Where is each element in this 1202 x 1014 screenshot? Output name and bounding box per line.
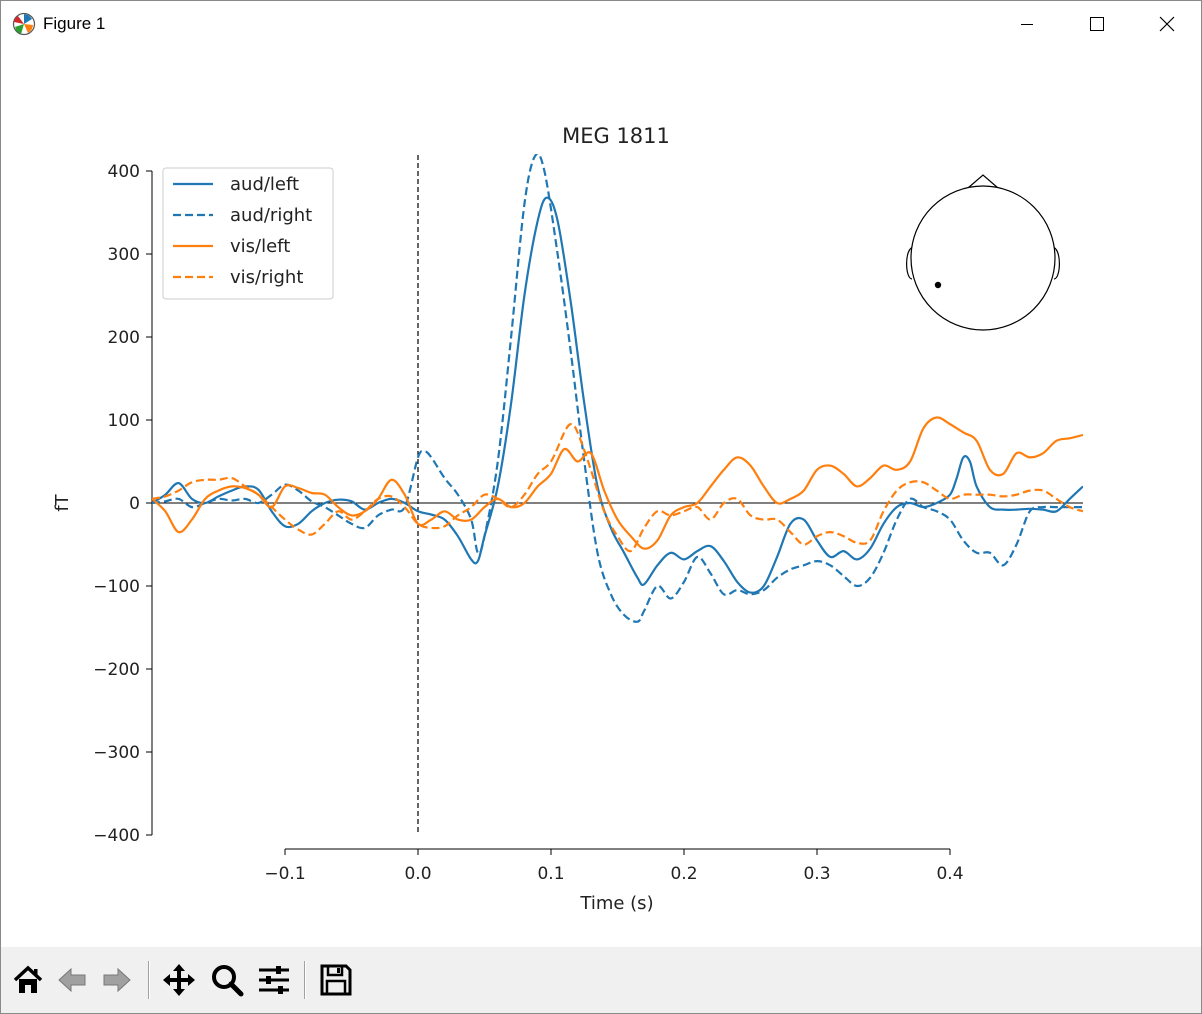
save-icon: [320, 964, 352, 996]
back-icon: [58, 967, 86, 993]
y-tick-label: 0: [129, 494, 140, 514]
x-tick-label: 0.2: [670, 864, 697, 884]
y-tick-label: −200: [93, 660, 140, 680]
toolbar-separator: [148, 961, 150, 999]
navigation-toolbar: [1, 947, 1201, 1013]
x-tick-label: 0.0: [404, 864, 431, 884]
maximize-icon: [1090, 17, 1104, 31]
y-tick-label: −300: [93, 743, 140, 763]
series-line-aud-left: [152, 196, 1083, 594]
y-tick-label: −100: [93, 577, 140, 597]
toolbar-separator: [304, 961, 306, 999]
close-button[interactable]: [1132, 1, 1202, 47]
chart-title: MEG 1811: [562, 124, 670, 148]
series-line-vis-right: [152, 423, 1083, 553]
evoked-response-chart[interactable]: MEG 1811 400 300 200 100 0 −100 −200 −300 −400 −0…: [1, 47, 1201, 947]
zoom-icon: [212, 965, 244, 997]
y-tick-label: 400: [108, 162, 140, 182]
series-line-aud-right: [152, 154, 1083, 623]
zoom-button[interactable]: [207, 959, 247, 1001]
maximize-button[interactable]: [1062, 1, 1132, 47]
x-tick-label: −0.1: [264, 864, 305, 884]
sensor-marker: [934, 281, 942, 289]
y-tick-label: 200: [108, 328, 140, 348]
legend: aud/left aud/right vis/left vis/right: [162, 167, 334, 300]
minimize-button[interactable]: [992, 1, 1062, 47]
home-button[interactable]: [8, 959, 48, 1001]
sensor-location-inset: [906, 174, 1060, 331]
series-line-vis-left: [152, 416, 1083, 550]
save-button[interactable]: [316, 959, 356, 1001]
matplotlib-app-icon: [12, 12, 36, 36]
pan-icon: [163, 964, 195, 996]
legend-label: aud/left: [230, 174, 299, 195]
legend-label: aud/right: [230, 205, 312, 226]
y-tick-label: −400: [93, 826, 140, 846]
plot-canvas[interactable]: MEG 1811 400 300 200 100 0 −100 −200 −300 −400 −0…: [1, 47, 1201, 947]
y-tick-label: 300: [108, 245, 140, 265]
home-icon: [13, 965, 43, 993]
forward-button[interactable]: [97, 959, 137, 1001]
title-bar: Figure 1: [1, 1, 1201, 47]
legend-label: vis/left: [230, 236, 290, 257]
close-icon: [1159, 16, 1175, 32]
y-axis-label: fT: [52, 493, 73, 511]
back-button[interactable]: [52, 959, 92, 1001]
head-nose: [967, 174, 999, 189]
forward-icon: [103, 967, 131, 993]
legend-label: vis/right: [230, 267, 303, 288]
minimize-icon: [1021, 24, 1033, 25]
configure-subplots-button[interactable]: [254, 959, 294, 1001]
x-tick-label: 0.4: [936, 864, 963, 884]
configure-subplots-icon: [259, 966, 289, 994]
window-title: Figure 1: [43, 14, 106, 33]
x-tick-label: 0.1: [537, 864, 564, 884]
x-axis-label: Time (s): [579, 893, 653, 914]
head-outline: [910, 185, 1056, 331]
y-tick-label: 100: [108, 411, 140, 431]
pan-button[interactable]: [159, 959, 199, 1001]
x-tick-label: 0.3: [803, 864, 830, 884]
